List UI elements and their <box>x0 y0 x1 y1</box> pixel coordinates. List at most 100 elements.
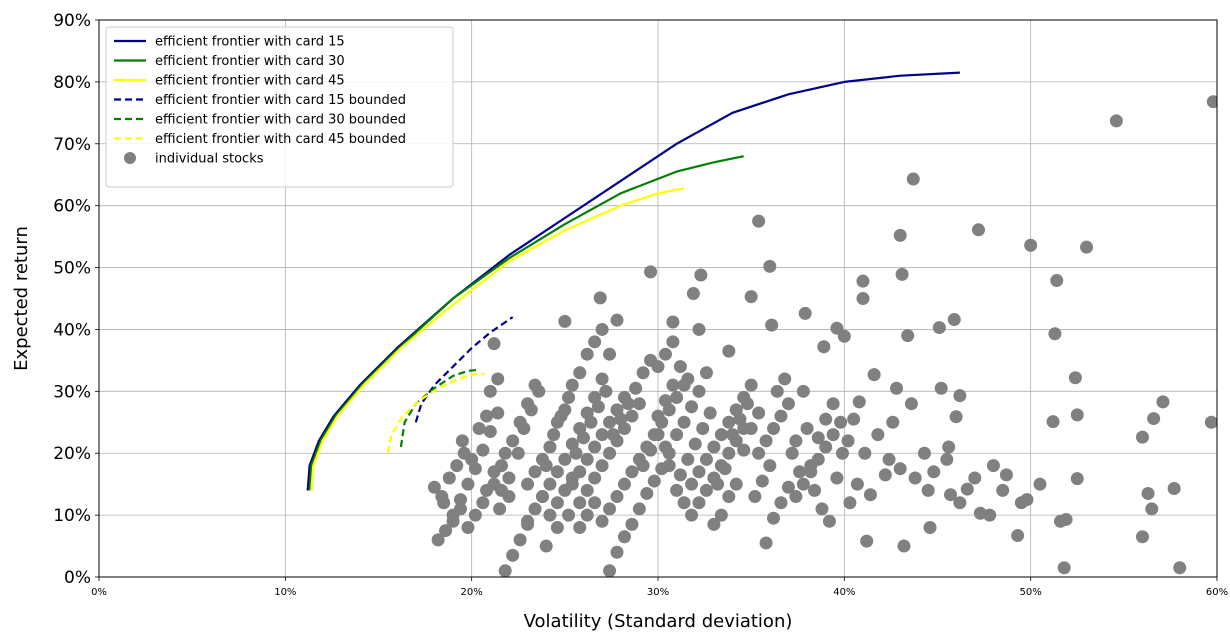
stock-point <box>1141 486 1155 500</box>
stock-point <box>867 368 881 382</box>
legend-marker <box>124 152 136 164</box>
stock-point <box>685 477 699 491</box>
stock-point <box>692 465 706 479</box>
stock-point <box>822 514 836 528</box>
stock-point <box>1048 327 1062 341</box>
stock-point <box>947 313 961 327</box>
stock-point <box>480 409 494 423</box>
stock-point <box>681 452 695 466</box>
stock-point <box>856 292 870 305</box>
stock-point <box>834 415 848 429</box>
stock-point <box>513 533 527 547</box>
stock-point <box>1050 274 1064 288</box>
stock-point <box>427 480 441 494</box>
stock-point <box>986 459 1000 473</box>
stock-point <box>1080 240 1094 254</box>
stock-point <box>565 471 579 485</box>
stock-point <box>811 431 825 445</box>
stock-point <box>781 397 795 411</box>
stock-point <box>949 410 963 424</box>
stock-point <box>999 468 1013 482</box>
stock-point <box>502 471 516 485</box>
stock-point <box>640 486 654 500</box>
stock-point <box>1204 415 1217 429</box>
stock-point <box>852 395 866 409</box>
stock-point <box>435 490 449 504</box>
stock-point <box>655 415 669 429</box>
stock-point <box>748 490 762 504</box>
stock-point <box>439 524 453 538</box>
stock-point <box>476 443 490 457</box>
stock-point <box>550 520 564 534</box>
stock-point <box>483 425 497 439</box>
stock-point <box>595 322 609 336</box>
stock-point <box>468 508 482 522</box>
stock-point <box>632 452 646 466</box>
stock-point <box>737 421 751 435</box>
x-tick-label: 20% <box>461 587 483 598</box>
stock-point <box>476 496 490 510</box>
stock-point <box>800 421 814 435</box>
stock-point <box>658 440 672 454</box>
stock-point <box>636 366 650 380</box>
stock-point <box>908 471 922 485</box>
stock-point <box>826 428 840 442</box>
stock-point <box>793 465 807 479</box>
stock-point <box>446 514 460 528</box>
stock-point <box>521 514 535 528</box>
stock-point <box>927 465 941 479</box>
stock-point <box>835 446 849 460</box>
stock-point <box>461 477 475 491</box>
stock-point <box>893 228 907 242</box>
x-tick-label: 30% <box>647 587 669 598</box>
x-tick-label: 40% <box>833 587 855 598</box>
stock-point <box>729 477 743 491</box>
stock-point <box>789 434 803 448</box>
stock-point <box>722 490 736 504</box>
stock-point <box>804 465 818 479</box>
stock-point <box>573 520 587 534</box>
stock-point <box>737 443 751 457</box>
stock-point <box>603 564 617 577</box>
stock-point <box>670 483 684 497</box>
stock-point <box>543 508 557 522</box>
stock-point <box>491 372 505 386</box>
stock-point <box>917 446 931 460</box>
stock-point <box>539 539 553 553</box>
stock-point <box>521 397 535 411</box>
stock-point <box>562 391 576 405</box>
stock-point <box>1135 530 1149 544</box>
stock-point <box>847 412 861 426</box>
stock-point <box>673 468 687 482</box>
stock-point <box>685 508 699 522</box>
series-line-6 <box>386 372 485 454</box>
stock-point <box>595 514 609 528</box>
stock-point <box>953 496 967 510</box>
stock-point <box>811 452 825 466</box>
stock-point <box>617 530 631 544</box>
stock-point <box>565 378 579 392</box>
stock-point <box>906 172 920 186</box>
stock-point <box>632 397 646 411</box>
stock-point <box>996 483 1010 497</box>
stock-point <box>580 483 594 497</box>
stock-point <box>543 440 557 454</box>
stock-point <box>796 384 810 398</box>
stock-point <box>744 290 758 304</box>
stock-point <box>558 314 572 328</box>
stock-point <box>1033 477 1047 491</box>
stock-point <box>588 496 602 510</box>
stock-point <box>858 446 872 460</box>
stock-point <box>580 452 594 466</box>
stock-point <box>699 483 713 497</box>
stock-point <box>904 397 918 411</box>
y-axis-label: Expected return <box>11 226 32 371</box>
stock-point <box>722 415 736 429</box>
stock-point <box>493 502 507 516</box>
stock-point <box>472 421 486 435</box>
stock-point <box>983 508 997 522</box>
stock-point <box>714 459 728 473</box>
stock-point <box>487 465 501 479</box>
scatter-series-individual-stocks <box>427 95 1217 577</box>
stock-point <box>767 421 781 435</box>
